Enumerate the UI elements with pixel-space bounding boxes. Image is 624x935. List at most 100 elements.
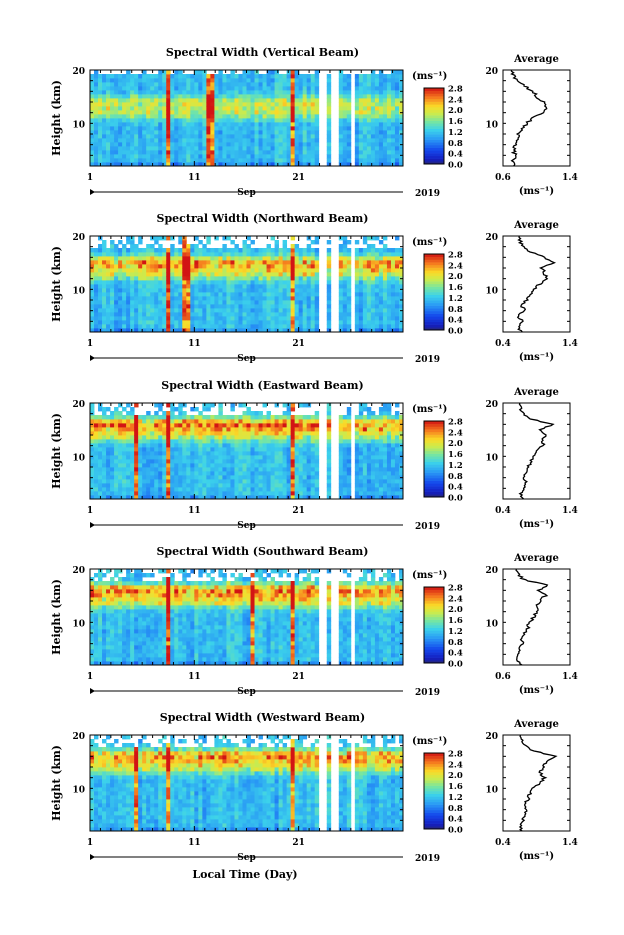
heatmap-cell	[174, 491, 178, 495]
heatmap-cell	[287, 459, 291, 463]
heatmap-cell	[206, 312, 210, 316]
heatmap-cell	[263, 320, 267, 324]
heatmap-cell	[299, 447, 303, 451]
heatmap-cell	[291, 443, 295, 447]
heatmap-cell	[94, 296, 98, 300]
heatmap-cell	[367, 296, 371, 300]
heatmap-cell	[218, 138, 222, 142]
heatmap-cell	[226, 439, 230, 443]
heatmap-cell	[387, 114, 391, 118]
panel-2: Spectral Width (Eastward Beam)1020Height…	[50, 379, 578, 532]
heatmap-cell	[130, 248, 134, 252]
heatmap-cell	[190, 435, 194, 439]
heatmap-cell	[371, 90, 375, 94]
heatmap-cell	[142, 312, 146, 316]
heatmap-cell	[142, 102, 146, 106]
heatmap-cell	[347, 130, 351, 134]
heatmap-cell	[206, 236, 210, 240]
heatmap-cell	[287, 146, 291, 150]
heatmap-cell	[267, 439, 271, 443]
x-tick-label: 21	[292, 339, 305, 349]
heatmap-cell	[170, 296, 174, 300]
heatmap-cell	[134, 471, 138, 475]
heatmap-cell	[218, 443, 222, 447]
heatmap-cell	[271, 483, 275, 487]
heatmap-cell	[114, 248, 118, 252]
heatmap-cell	[166, 122, 170, 126]
heatmap-cell	[226, 130, 230, 134]
heatmap-cell	[247, 272, 251, 276]
heatmap-cell	[279, 106, 283, 110]
heatmap-cell	[371, 280, 375, 284]
heatmap-cell	[355, 98, 359, 102]
heatmap-cell	[122, 487, 126, 491]
colorbar-step	[424, 316, 444, 319]
heatmap-cell	[146, 491, 150, 495]
heatmap-cell	[122, 455, 126, 459]
heatmap-cell	[202, 427, 206, 431]
heatmap-cell	[238, 431, 242, 435]
heatmap-cell	[355, 138, 359, 142]
heatmap-cell	[222, 94, 226, 98]
heatmap-cell	[315, 304, 319, 308]
heatmap-cell	[383, 264, 387, 268]
heatmap-cell	[226, 312, 230, 316]
heatmap-cell	[98, 248, 102, 252]
heatmap-cell	[150, 415, 154, 419]
heatmap-cell	[327, 435, 331, 439]
heatmap-cell	[102, 455, 106, 459]
heatmap-cell	[202, 248, 206, 252]
heatmap-cell	[226, 138, 230, 142]
heatmap-cell	[299, 86, 303, 90]
heatmap-cell	[114, 154, 118, 158]
heatmap-cell	[287, 471, 291, 475]
heatmap-cell	[118, 146, 122, 150]
heatmap-cell	[154, 471, 158, 475]
heatmap-cell	[118, 443, 122, 447]
heatmap-cell	[238, 415, 242, 419]
heatmap-cell	[339, 415, 343, 419]
heatmap-cell	[158, 82, 162, 86]
heatmap-cell	[343, 280, 347, 284]
heatmap-cell	[166, 280, 170, 284]
heatmap-cell	[142, 304, 146, 308]
heatmap-cell	[339, 447, 343, 451]
heatmap-cell	[174, 134, 178, 138]
heatmap-cell	[287, 487, 291, 491]
heatmap-cell	[158, 491, 162, 495]
heatmap-cell	[94, 106, 98, 110]
heatmap-cell	[303, 320, 307, 324]
heatmap-cell	[130, 130, 134, 134]
heatmap-cell	[146, 479, 150, 483]
heatmap-cell	[218, 102, 222, 106]
heatmap-cell	[118, 78, 122, 82]
heatmap-cell	[98, 419, 102, 423]
heatmap-cell	[174, 455, 178, 459]
heatmap-cell	[226, 146, 230, 150]
heatmap-cell	[327, 312, 331, 316]
heatmap-cell	[174, 138, 178, 142]
heatmap-cell	[283, 316, 287, 320]
heatmap-cell	[110, 479, 114, 483]
heatmap-cell	[198, 280, 202, 284]
heatmap-cell	[327, 106, 331, 110]
heatmap-cell	[154, 415, 158, 419]
heatmap-cell	[102, 122, 106, 126]
heatmap-cell	[391, 142, 395, 146]
heatmap-cell	[295, 276, 299, 280]
heatmap-cell	[238, 487, 242, 491]
heatmap-cell	[226, 74, 230, 78]
heatmap-cell	[206, 94, 210, 98]
heatmap-cell	[154, 487, 158, 491]
heatmap-cell	[102, 296, 106, 300]
heatmap-cell	[134, 467, 138, 471]
heatmap-cell	[214, 150, 218, 154]
heatmap-cell	[202, 154, 206, 158]
heatmap-cell	[150, 86, 154, 90]
heatmap-cell	[339, 431, 343, 435]
heatmap-cell	[303, 134, 307, 138]
heatmap-cell	[186, 423, 190, 427]
heatmap-cell	[170, 415, 174, 419]
heatmap-cell	[94, 312, 98, 316]
heatmap-cell	[198, 423, 202, 427]
